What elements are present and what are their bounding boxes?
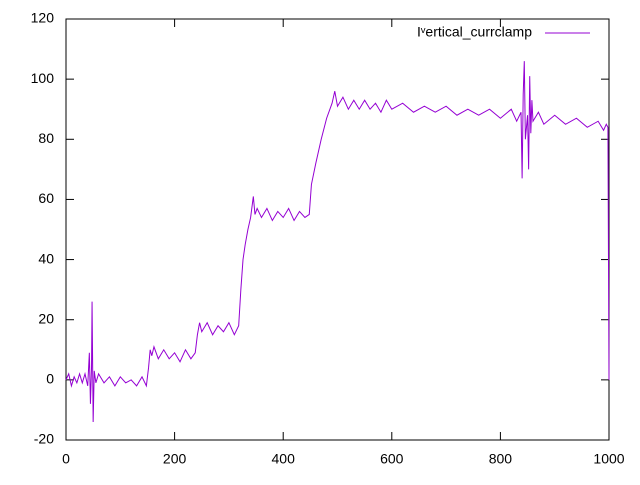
y-tick-label: 120	[31, 10, 55, 26]
y-tick-label: 60	[38, 190, 54, 206]
x-tick-label: 1000	[593, 451, 624, 467]
x-tick-label: 800	[489, 451, 513, 467]
y-tick-label: 0	[46, 371, 54, 387]
y-tick-label: 20	[38, 310, 54, 326]
x-tick-label: 600	[380, 451, 404, 467]
plot-border	[65, 18, 610, 441]
x-tick-label: 200	[163, 451, 187, 467]
x-tick-label: 400	[272, 451, 296, 467]
legend-label: Iᵛertical_currclamp	[417, 24, 532, 40]
data-line	[65, 61, 610, 422]
y-tick-label: 100	[31, 70, 55, 86]
x-tick-label: 0	[62, 451, 70, 467]
y-tick-label: 80	[38, 130, 54, 146]
y-tick-label: -20	[34, 431, 54, 447]
y-tick-label: 40	[38, 250, 54, 266]
